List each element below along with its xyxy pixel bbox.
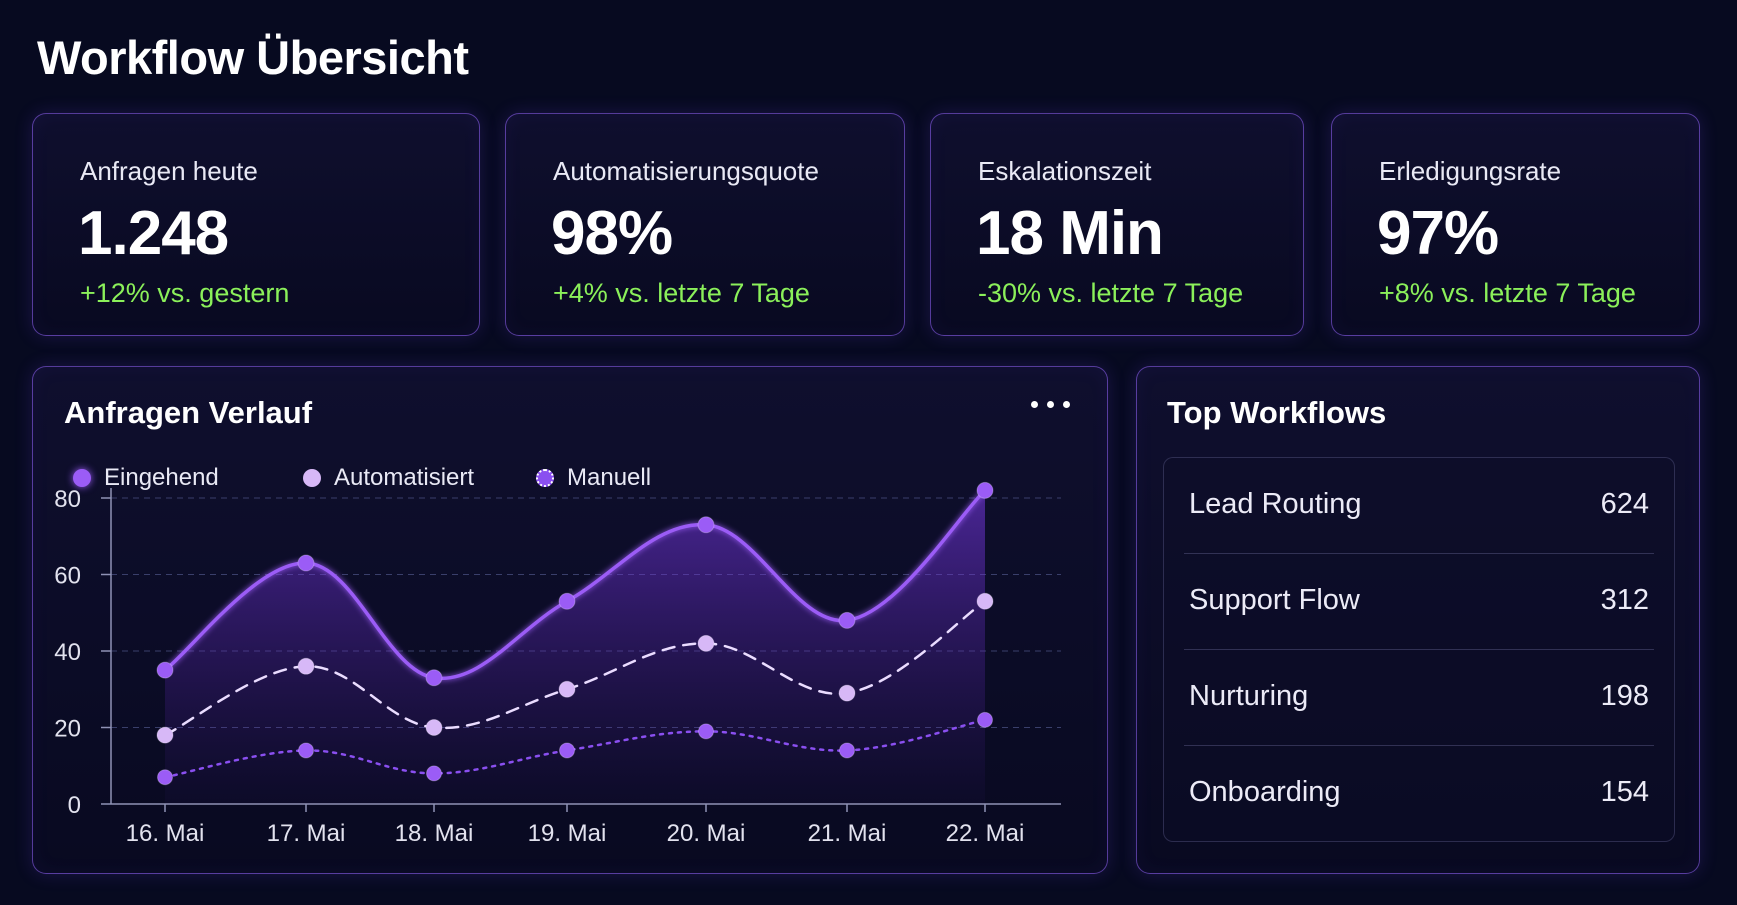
data-point-eingehend: [697, 516, 715, 534]
kpi-value: 1.248: [78, 199, 229, 268]
workflow-name: Nurturing: [1189, 680, 1309, 712]
kpi-value: 18 Min: [976, 199, 1164, 268]
line-chart: 0 20 40 60 80 16. Mai 17. Mai 18. Mai 19. Mai 20.…: [54, 481, 1061, 847]
legend-label: Eingehend: [104, 464, 219, 491]
chart-title: Anfragen Verlauf: [64, 395, 313, 430]
data-point-eingehend: [976, 481, 994, 499]
kpi-delta: +4% vs. letzte 7 Tage: [553, 278, 810, 308]
top-workflows-panel: Top Workflows Lead Routing 624 Support F…: [1136, 366, 1700, 874]
data-point-manuell: [698, 723, 714, 740]
workflow-row[interactable]: Nurturing 198: [1184, 650, 1654, 746]
kpi-card-automatisierungsquote[interactable]: Automatisierungsquote 98% +4% vs. letzte…: [505, 113, 905, 336]
kpi-label: Anfragen heute: [80, 156, 258, 186]
workflow-name: Support Flow: [1189, 584, 1360, 616]
legend-dot-icon: [73, 469, 91, 487]
data-point-automatisiert: [838, 684, 856, 702]
row-divider: [1184, 745, 1654, 746]
workflow-list: Lead Routing 624 Support Flow 312 Nurtur…: [1163, 457, 1675, 842]
x-tick-label: 22. Mai: [946, 820, 1025, 847]
kpi-label: Erledigungsrate: [1379, 156, 1562, 186]
workflow-name: Onboarding: [1189, 776, 1341, 808]
kpi-delta: +12% vs. gestern: [80, 278, 290, 308]
data-point-manuell: [157, 769, 173, 786]
x-tick-label: 17. Mai: [267, 820, 346, 847]
kpi-label: Eskalationszeit: [978, 156, 1152, 186]
legend-label: Manuell: [567, 464, 652, 491]
more-horizontal-icon[interactable]: [1031, 397, 1071, 411]
data-point-eingehend: [838, 611, 856, 629]
workflow-row[interactable]: Lead Routing 624: [1184, 458, 1654, 554]
data-point-automatisiert: [976, 592, 994, 610]
workflow-row[interactable]: Onboarding 154: [1184, 746, 1654, 842]
kpi-delta: +8% vs. letzte 7 Tage: [1379, 278, 1636, 308]
row-divider: [1184, 553, 1654, 554]
page-title: Workflow Übersicht: [37, 31, 469, 84]
y-tick-label: 40: [54, 639, 81, 666]
area-fill-eingehend: [165, 490, 985, 804]
data-point-manuell: [977, 711, 993, 728]
legend-label: Automatisiert: [334, 464, 475, 491]
y-tick-label: 0: [68, 792, 81, 819]
y-tick-label: 20: [54, 716, 81, 743]
chart-panel: Anfragen Verlauf Eingehend Automatisiert…: [32, 366, 1108, 874]
workflow-count: 312: [1600, 584, 1649, 616]
data-point-automatisiert: [697, 634, 715, 652]
data-point-manuell: [839, 742, 855, 759]
data-point-automatisiert: [156, 726, 174, 744]
top-workflows-title: Top Workflows: [1167, 395, 1387, 430]
x-tick-label: 16. Mai: [126, 820, 205, 847]
x-tick-label: 18. Mai: [395, 820, 474, 847]
data-point-manuell: [559, 742, 575, 759]
kpi-value: 97%: [1377, 199, 1499, 268]
data-point-eingehend: [425, 669, 443, 687]
legend-dot-icon: [536, 469, 554, 487]
kpi-label: Automatisierungsquote: [553, 156, 819, 186]
kpi-card-erledigungsrate[interactable]: Erledigungsrate 97% +8% vs. letzte 7 Tag…: [1331, 113, 1700, 336]
data-point-automatisiert: [297, 657, 315, 675]
data-point-eingehend: [297, 554, 315, 572]
legend-dot-icon: [303, 469, 321, 487]
data-point-manuell: [426, 765, 442, 782]
x-tick-label: 21. Mai: [808, 820, 887, 847]
kpi-delta: -30% vs. letzte 7 Tage: [978, 278, 1244, 308]
x-tick-label: 19. Mai: [528, 820, 607, 847]
y-tick-label: 80: [54, 486, 81, 513]
workflow-row[interactable]: Support Flow 312: [1184, 554, 1654, 650]
workflow-count: 624: [1600, 488, 1649, 520]
kpi-card-anfragen[interactable]: Anfragen heute 1.248 +12% vs. gestern: [32, 113, 480, 336]
data-point-eingehend: [156, 661, 174, 679]
kpi-value: 98%: [551, 199, 673, 268]
x-tick-label: 20. Mai: [667, 820, 746, 847]
data-point-eingehend: [558, 592, 576, 610]
workflow-count: 198: [1600, 680, 1649, 712]
data-point-automatisiert: [425, 719, 443, 736]
y-tick-label: 60: [54, 563, 81, 590]
workflow-name: Lead Routing: [1189, 488, 1362, 520]
row-divider: [1184, 649, 1654, 650]
workflow-count: 154: [1600, 776, 1649, 808]
data-point-manuell: [298, 742, 314, 759]
kpi-card-eskalationszeit[interactable]: Eskalationszeit 18 Min -30% vs. letzte 7…: [930, 113, 1304, 336]
data-point-automatisiert: [558, 680, 576, 698]
